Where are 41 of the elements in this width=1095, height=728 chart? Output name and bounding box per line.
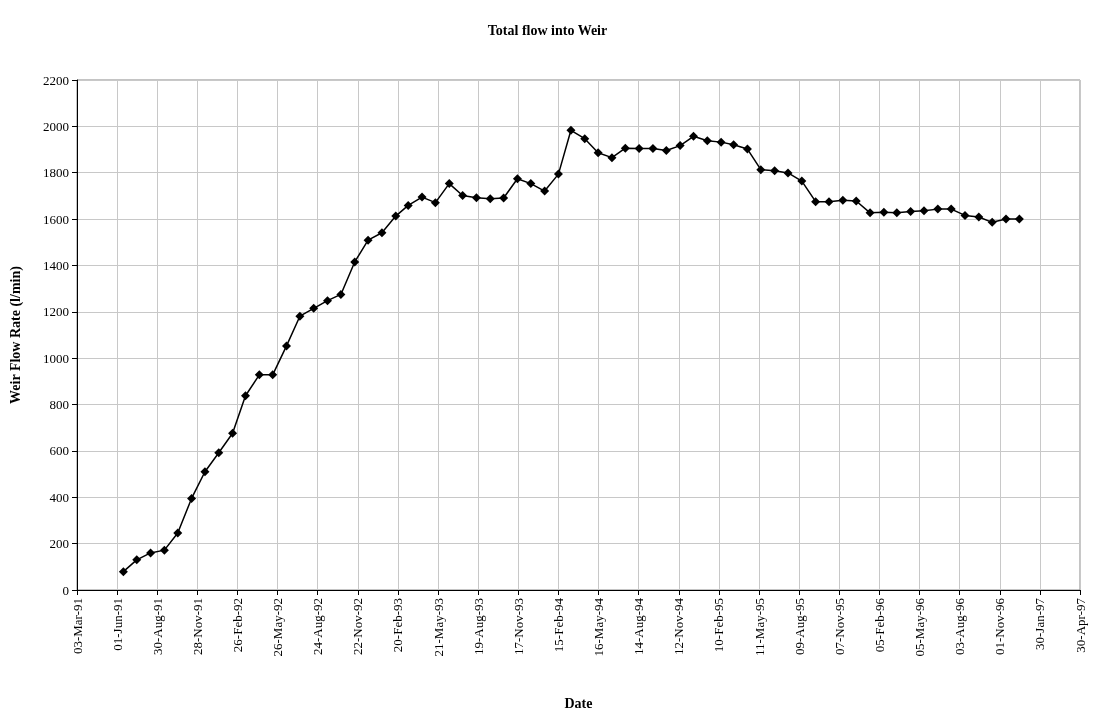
x-tick-label: 30-Apr-97 — [1072, 597, 1088, 653]
chart-title: Total flow into Weir — [487, 22, 608, 38]
x-tick-label: 16-May-94 — [591, 597, 607, 657]
x-tick-label: 28-Nov-91 — [189, 598, 205, 656]
y-tick-label: 1000 — [43, 350, 69, 366]
x-tick-label: 03-Mar-91 — [69, 598, 85, 655]
y-axis-title: Weir Flow Rate (l/min) — [7, 265, 24, 404]
y-tick-label: 2200 — [43, 72, 69, 88]
y-tick-label: 2000 — [43, 118, 69, 134]
y-tick-label: 600 — [49, 443, 69, 459]
x-tick-label: 01-Nov-96 — [992, 597, 1008, 656]
x-tick-label: 14-Aug-94 — [631, 597, 647, 656]
x-tick-label: 12-Nov-94 — [671, 597, 687, 656]
x-tick-label: 22-Nov-92 — [350, 598, 366, 656]
x-tick-label: 30-Aug-91 — [149, 598, 165, 656]
x-tick-label: 03-Aug-96 — [952, 597, 968, 656]
x-axis-title: Date — [564, 695, 593, 711]
x-tick-label: 15-Feb-94 — [550, 597, 566, 653]
x-tick-label: 21-May-93 — [430, 598, 446, 657]
x-tick-label: 11-May-95 — [751, 598, 767, 657]
x-tick-label: 07-Nov-95 — [831, 598, 847, 656]
x-tick-label: 10-Feb-95 — [711, 598, 727, 653]
y-tick-label: 1600 — [43, 211, 69, 227]
y-tick-label: 800 — [49, 397, 69, 413]
y-tick-label: 1800 — [43, 165, 69, 181]
y-tick-label: 0 — [62, 582, 69, 598]
x-tick-label: 30-Jan-97 — [1032, 597, 1048, 650]
x-tick-label: 01-Jun-91 — [109, 598, 125, 651]
x-tick-label: 17-Nov-93 — [510, 598, 526, 656]
x-tick-label: 24-Aug-92 — [310, 598, 326, 656]
y-tick-label: 400 — [49, 489, 69, 505]
x-tick-label: 26-Feb-92 — [229, 598, 245, 653]
x-tick-label: 05-Feb-96 — [871, 597, 887, 653]
y-tick-label: 1400 — [43, 257, 69, 273]
y-tick-label: 1200 — [43, 304, 69, 320]
y-tick-label: 200 — [49, 536, 69, 552]
x-tick-label: 09-Aug-95 — [791, 598, 807, 656]
x-tick-label: 05-May-96 — [912, 597, 928, 657]
x-tick-label: 19-Aug-93 — [470, 598, 486, 656]
x-tick-label: 20-Feb-93 — [390, 598, 406, 653]
x-tick-label: 26-May-92 — [270, 598, 286, 657]
